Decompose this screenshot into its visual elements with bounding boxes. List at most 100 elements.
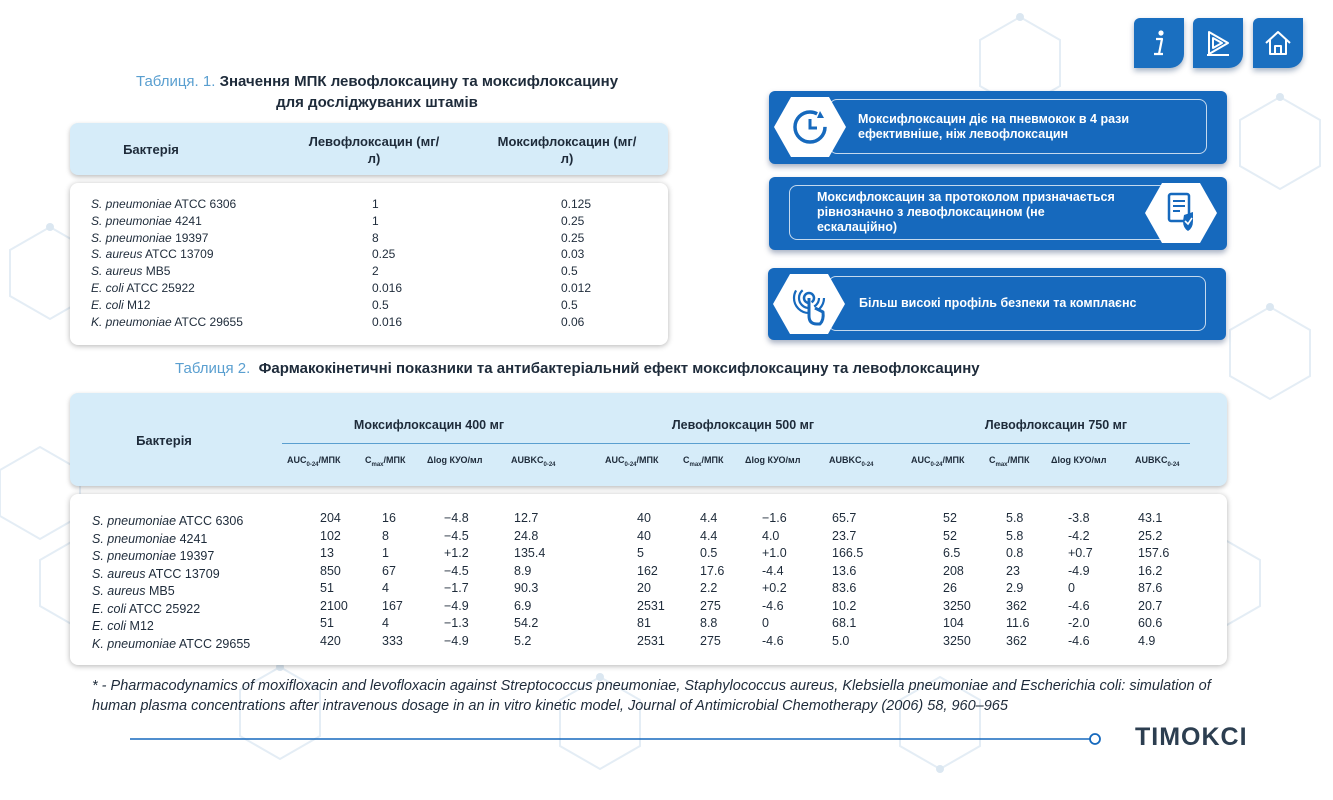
table2-cell-value: +0.2 bbox=[762, 581, 787, 595]
table2-cell-value: 5.8 bbox=[1006, 528, 1024, 543]
table2-cell-value: 850 bbox=[320, 563, 341, 578]
info-button[interactable] bbox=[1134, 18, 1184, 68]
table2-cell-value: 6.5 bbox=[943, 546, 961, 560]
table2-cell-value: 81 bbox=[637, 616, 651, 630]
table1-cell-moxi: 0.25 bbox=[561, 230, 585, 245]
table2-cell-bacteria: S. aureus ATCC 13709 bbox=[92, 566, 220, 581]
table2-cell-value: 4.0 bbox=[762, 528, 780, 543]
table2-cell-value: +1.2 bbox=[444, 546, 469, 560]
table2-cell-value: 24.8 bbox=[514, 528, 539, 543]
table2-subheader: Δlog КУО/мл bbox=[1051, 455, 1107, 465]
table2-row: S. aureus MB5 51 4 −1.7 90.3 20 2.2 +0.2 83.6 26 2… bbox=[70, 580, 1227, 598]
table2-cell-value: 5 bbox=[637, 546, 644, 560]
table1-row: S. aureus MB5 2 0.5 bbox=[70, 263, 668, 280]
table2-cell-value: 2100 bbox=[320, 598, 348, 613]
table2-cell-value: 51 bbox=[320, 581, 334, 595]
table2-cell-value: 12.7 bbox=[514, 511, 539, 525]
table1-header-bacteria: Бактерія bbox=[123, 142, 179, 157]
table2-header-bacteria: Бактерія bbox=[136, 433, 192, 448]
table2-cell-value: -4.6 bbox=[762, 633, 784, 648]
table2-cell-bacteria: S. pneumoniae ATCC 6306 bbox=[92, 514, 244, 528]
table2-cell-value: 2.9 bbox=[1006, 581, 1024, 595]
table1-cell-bacteria: S. pneumoniae ATCC 6306 bbox=[91, 197, 237, 211]
table2-cell-value: 135.4 bbox=[514, 546, 546, 560]
table2-header-divider bbox=[282, 443, 1190, 444]
table2-cell-value: -4.6 bbox=[762, 598, 784, 613]
table2-subheader: AUC0-24/МПК bbox=[287, 455, 341, 468]
touch-tap-icon bbox=[773, 274, 845, 334]
table2-cell-value: 10.2 bbox=[832, 598, 857, 613]
table2-cell-value: 8 bbox=[382, 528, 389, 543]
table1-row: K. pneumoniae ATCC 29655 0.016 0.06 bbox=[70, 314, 668, 331]
table2-cell-value: 11.6 bbox=[1006, 616, 1030, 630]
table1-header-moxi: Моксифлоксацин (мг/л) bbox=[497, 134, 637, 166]
table1-title-line1: Значення МПК левофлоксацину та моксифлок… bbox=[219, 73, 619, 90]
table2-cell-value: 204 bbox=[320, 511, 341, 525]
table1-header: Бактерія Левофлоксацин (мг/л) Моксифлокс… bbox=[70, 123, 668, 175]
table2-cell-value: 0.8 bbox=[1006, 546, 1024, 560]
table2-row: K. pneumoniae ATCC 29655 420 333 −4.9 5.2 253… bbox=[70, 633, 1227, 651]
table2-row: E. coli M12 51 4 −1.3 54.2 81 8.8 0 68.1 104 11.6 -… bbox=[70, 615, 1227, 633]
home-icon bbox=[1265, 31, 1291, 55]
table2-cell-value: 25.2 bbox=[1138, 528, 1163, 543]
table2-subheader: AUBKC0-24 bbox=[511, 455, 556, 468]
table1-cell-levo: 1 bbox=[372, 213, 379, 228]
table2-cell-value: 104 bbox=[943, 616, 964, 630]
table2-cell-value: -4.9 bbox=[1068, 563, 1090, 578]
table2-cell-value: 275 bbox=[700, 598, 721, 613]
table1-row: E. coli M12 0.5 0.5 bbox=[70, 297, 668, 314]
table2-cell-value: 6.9 bbox=[514, 598, 532, 613]
table2-subheader: AUBKC0-24 bbox=[1135, 455, 1180, 468]
table2-subheader: Cmax/МПК bbox=[683, 455, 724, 468]
table1-row: S. pneumoniae ATCC 6306 1 0.125 bbox=[70, 196, 668, 213]
table2-cell-value: 43.1 bbox=[1138, 511, 1163, 525]
table1-title-line2: для досліджуваних штамів bbox=[276, 94, 478, 111]
table2-cell-value: 20.7 bbox=[1138, 598, 1163, 613]
table2-cell-value: 51 bbox=[320, 616, 334, 630]
table2-cell-bacteria: S. pneumoniae 19397 bbox=[92, 549, 215, 563]
table2-group-levo-750: Левофлоксацин 750 мг bbox=[984, 418, 1128, 432]
info-box-protocol: Моксифлоксацин за протоколом призначаєть… bbox=[769, 177, 1227, 250]
next-button[interactable] bbox=[1193, 18, 1243, 68]
table2-cell-bacteria: S. pneumoniae 4241 bbox=[92, 531, 208, 546]
table1-row: E. coli ATCC 25922 0.016 0.012 bbox=[70, 280, 668, 297]
table1-cell-levo: 0.016 bbox=[372, 281, 403, 295]
home-button[interactable] bbox=[1253, 18, 1303, 68]
table1-cell-levo: 0.25 bbox=[372, 247, 396, 262]
table2-cell-value: 23 bbox=[1006, 563, 1020, 578]
table1-row: S. pneumoniae 19397 8 0.25 bbox=[70, 230, 668, 247]
table2-cell-value: 23.7 bbox=[832, 528, 857, 543]
table2-cell-value: −4.9 bbox=[444, 598, 469, 613]
table2-cell-value: 87.6 bbox=[1138, 581, 1163, 595]
table2-cell-value: 16.2 bbox=[1138, 563, 1163, 578]
table2-cell-value: 0 bbox=[1068, 581, 1075, 595]
table2-subheader: Cmax/МПК bbox=[365, 455, 406, 468]
table2-cell-value: 5.2 bbox=[514, 633, 532, 648]
table2-cell-value: 4 bbox=[382, 581, 389, 595]
table2-cell-value: −1.3 bbox=[444, 616, 469, 630]
table2-row: S. pneumoniae 4241 102 8 −4.5 24.8 40 4.4 4.0 23… bbox=[70, 528, 1227, 546]
table2-cell-value: 3250 bbox=[943, 598, 971, 613]
table2-cell-value: 13.6 bbox=[832, 563, 857, 578]
table1-body: S. pneumoniae ATCC 6306 1 0.125 S. pneumoni… bbox=[70, 183, 668, 345]
table1-cell-bacteria: S. aureus ATCC 13709 bbox=[91, 247, 214, 262]
table2-cell-value: +1.0 bbox=[762, 546, 787, 560]
table2-cell-value: 420 bbox=[320, 633, 341, 648]
table2-cell-value: 2.2 bbox=[700, 581, 718, 595]
table1-cell-moxi: 0.06 bbox=[561, 314, 585, 329]
table2-cell-value: 54.2 bbox=[514, 616, 539, 630]
table2-row: S. pneumoniae 19397 13 1 +1.2 135.4 5 0.5 +1.0 1… bbox=[70, 545, 1227, 563]
table2-cell-value: 362 bbox=[1006, 598, 1027, 613]
table2-subheader: Δlog КУО/мл bbox=[427, 455, 483, 465]
table2-subheader: AUBKC0-24 bbox=[829, 455, 874, 468]
table1-cell-bacteria: E. coli M12 bbox=[91, 297, 151, 312]
table2-cell-value: 102 bbox=[320, 528, 341, 543]
table2-cell-value: 67 bbox=[382, 563, 396, 578]
table1-cell-moxi: 0.5 bbox=[561, 264, 578, 279]
table2-cell-value: -4.4 bbox=[762, 563, 784, 578]
document-check-icon bbox=[1145, 183, 1217, 243]
table2-cell-value: 4.4 bbox=[700, 511, 718, 525]
table2-group-levo-500: Левофлоксацин 500 мг bbox=[671, 418, 815, 432]
table2-cell-bacteria: E. coli M12 bbox=[92, 619, 154, 633]
table2-subheader: Cmax/МПК bbox=[989, 455, 1030, 468]
